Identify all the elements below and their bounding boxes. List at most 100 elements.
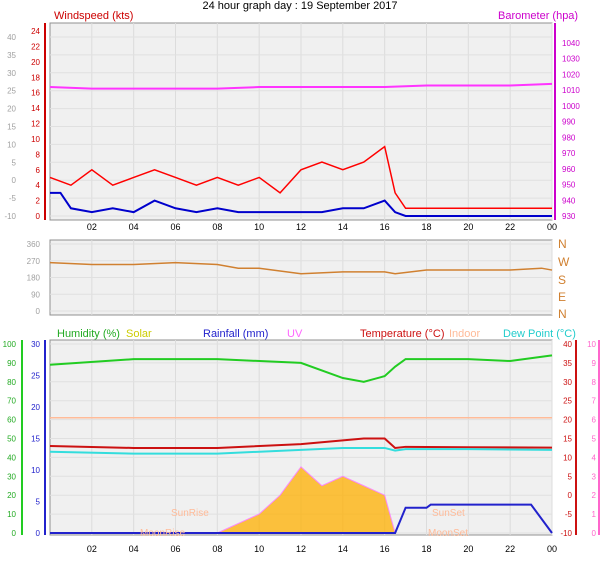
x-tick-top-22: 22	[505, 222, 515, 232]
x-tick-bottom-22: 22	[505, 544, 515, 554]
wind-left-inner-tick: 6	[36, 166, 41, 175]
series-average	[50, 191, 552, 217]
wind-left-inner-tick: 22	[31, 42, 40, 51]
x-tick-top-10: 10	[254, 222, 264, 232]
baro-right-tick: 940	[562, 196, 576, 205]
wind-left-inner-tick: 18	[31, 73, 40, 82]
x-tick-bottom-18: 18	[421, 544, 431, 554]
wind-left-outer-tick: 25	[7, 87, 16, 96]
x-tick-top-04: 04	[129, 222, 139, 232]
wind-left-inner-tick: 24	[31, 27, 40, 36]
legend-solar: Solar	[126, 328, 152, 340]
climate-left-outer-tick: 90	[7, 359, 16, 368]
dir-label-e: E	[558, 290, 566, 304]
climate-left-inner-tick: 15	[31, 435, 40, 444]
wind-left-outer-tick: 30	[7, 69, 16, 78]
x-tick-bottom-12: 12	[296, 544, 306, 554]
climate-right-outer-tick: 3	[592, 472, 597, 481]
annotation-sunrise: SunRise	[171, 508, 209, 519]
wind-left-outer-tick: 15	[7, 123, 16, 132]
series-solar	[217, 466, 396, 534]
wind-left-outer-tick: 35	[7, 51, 16, 60]
wind-left-outer-tick: 10	[7, 140, 16, 149]
annotation-moonrise: MoonRise	[140, 528, 185, 539]
wind-left-inner-tick: 20	[31, 58, 40, 67]
wind-left-inner-tick: 12	[31, 120, 40, 129]
x-tick-bottom-14: 14	[338, 544, 348, 554]
dir-left-tick: 360	[27, 240, 41, 249]
baro-right-tick: 1000	[562, 102, 580, 111]
climate-left-inner-tick: 5	[36, 498, 41, 507]
climate-left-outer-tick: 0	[12, 529, 17, 538]
wind-left-outer-tick: -10	[4, 212, 16, 221]
tick-labels: 0202040406060808101012121414161618182020…	[3, 27, 597, 554]
dir-label-n-top: N	[558, 237, 567, 251]
climate-right-outer-tick: 1	[592, 510, 597, 519]
series-humidity	[49, 354, 553, 383]
wind-left-inner-tick: 14	[31, 104, 40, 113]
x-tick-top-20: 20	[463, 222, 473, 232]
climate-left-outer-tick: 40	[7, 453, 16, 462]
dir-left-tick: 270	[27, 257, 41, 266]
wind-left-outer-tick: -5	[9, 194, 17, 203]
series-rainfall	[50, 503, 553, 534]
x-tick-bottom-04: 04	[129, 544, 139, 554]
windspeed-title: Windspeed (kts)	[54, 10, 133, 22]
climate-right-inner-tick: -10	[560, 529, 572, 538]
baro-right-tick: 1010	[562, 86, 580, 95]
climate-right-outer-tick: 0	[592, 529, 597, 538]
series-gust	[49, 145, 552, 210]
climate-right-outer-tick: 6	[592, 416, 597, 425]
x-tick-bottom-20: 20	[463, 544, 473, 554]
climate-left-outer-tick: 20	[7, 491, 16, 500]
baro-right-tick: 930	[562, 212, 576, 221]
climate-right-inner-tick: 20	[563, 416, 572, 425]
climate-right-inner-tick: 5	[568, 472, 573, 481]
x-tick-bottom-02: 02	[87, 544, 97, 554]
baro-right-tick: 1020	[562, 70, 580, 79]
annotation-sunset: SunSet	[432, 508, 465, 519]
baro-right-tick: 980	[562, 133, 576, 142]
climate-right-inner-tick: 15	[563, 435, 572, 444]
series-barometer	[49, 82, 553, 90]
legend-dewpoint: Dew Point (°C)	[503, 328, 576, 340]
legend-uv: UV	[287, 328, 303, 340]
x-tick-top-00: 00	[547, 222, 557, 232]
wind-left-inner-tick: 16	[31, 89, 40, 98]
climate-right-outer-tick: 7	[592, 397, 597, 406]
climate-right-inner-tick: -5	[565, 510, 573, 519]
climate-right-inner-tick: 25	[563, 397, 572, 406]
climate-left-outer-tick: 60	[7, 416, 16, 425]
baro-right-tick: 990	[562, 118, 576, 127]
series-temperature	[49, 437, 553, 449]
climate-right-outer-tick: 4	[592, 453, 597, 462]
x-tick-bottom-16: 16	[380, 544, 390, 554]
x-tick-top-14: 14	[338, 222, 348, 232]
series-dewpoint	[49, 446, 553, 455]
x-tick-top-16: 16	[380, 222, 390, 232]
climate-right-inner-tick: 30	[563, 378, 572, 387]
baro-right-tick: 970	[562, 149, 576, 158]
x-tick-bottom-00: 00	[547, 544, 557, 554]
climate-right-inner-tick: 40	[563, 340, 572, 349]
climate-left-outer-tick: 100	[3, 340, 17, 349]
climate-left-inner-tick: 10	[31, 466, 40, 475]
wind-left-inner-tick: 8	[36, 150, 41, 159]
series-layer	[49, 82, 553, 534]
wind-left-inner-tick: 10	[31, 135, 40, 144]
wind-left-inner-tick: 0	[36, 212, 41, 221]
climate-right-outer-tick: 8	[592, 378, 597, 387]
wind-left-outer-tick: 0	[12, 176, 17, 185]
wind-left-inner-tick: 2	[36, 197, 41, 206]
annotation-moonset: MoonSet	[428, 528, 468, 539]
baro-right-tick: 950	[562, 181, 576, 190]
x-tick-top-08: 08	[212, 222, 222, 232]
legend-temperature: Temperature (°C)	[360, 328, 444, 340]
climate-left-outer-tick: 70	[7, 397, 16, 406]
climate-left-inner-tick: 30	[31, 340, 40, 349]
dir-label-w: W	[558, 255, 570, 269]
x-tick-bottom-08: 08	[212, 544, 222, 554]
climate-right-inner-tick: 0	[568, 491, 573, 500]
dir-label-s: S	[558, 273, 566, 287]
